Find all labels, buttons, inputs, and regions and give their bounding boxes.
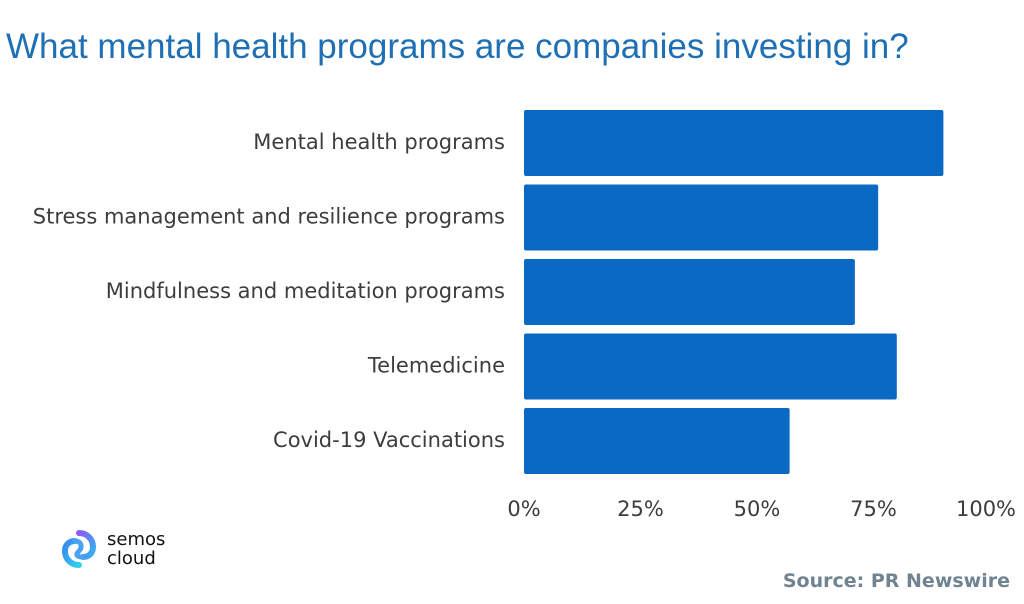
bar-1 [524,110,944,176]
logo-text: semos cloud [107,530,165,568]
category-label-2: Stress management and resilience program… [33,205,505,229]
logo-line-2: cloud [107,548,156,569]
bar-4 [524,333,897,400]
x-tick-label-3: 50% [734,497,781,521]
source-note: Source: PR Newswire [782,570,1010,592]
semos-cloud-logo: semos cloud [57,527,165,571]
semos-cloud-logo-icon [61,530,97,568]
x-tick-label-5: 100% [956,497,1016,521]
x-axis-ticks: 0% 25% 50% 75% 100% [507,497,1016,521]
x-tick-label-2: 25% [617,497,664,521]
category-label-3: Mindfulness and meditation programs [106,279,505,303]
x-tick-label-1: 0% [507,497,540,521]
bar-2 [524,184,879,251]
category-label-4: Telemedicine [367,354,505,378]
category-labels: Mental health programs Stress management … [33,130,505,452]
bar-5 [524,408,790,474]
x-tick-label-4: 75% [850,497,897,521]
bar-3 [524,259,855,325]
chart-title: What mental health programs are companie… [6,27,909,66]
logo-line-1: semos [107,529,166,550]
category-label-5: Covid-19 Vaccinations [273,428,505,452]
category-label-1: Mental health programs [253,130,505,154]
bars [524,110,944,474]
